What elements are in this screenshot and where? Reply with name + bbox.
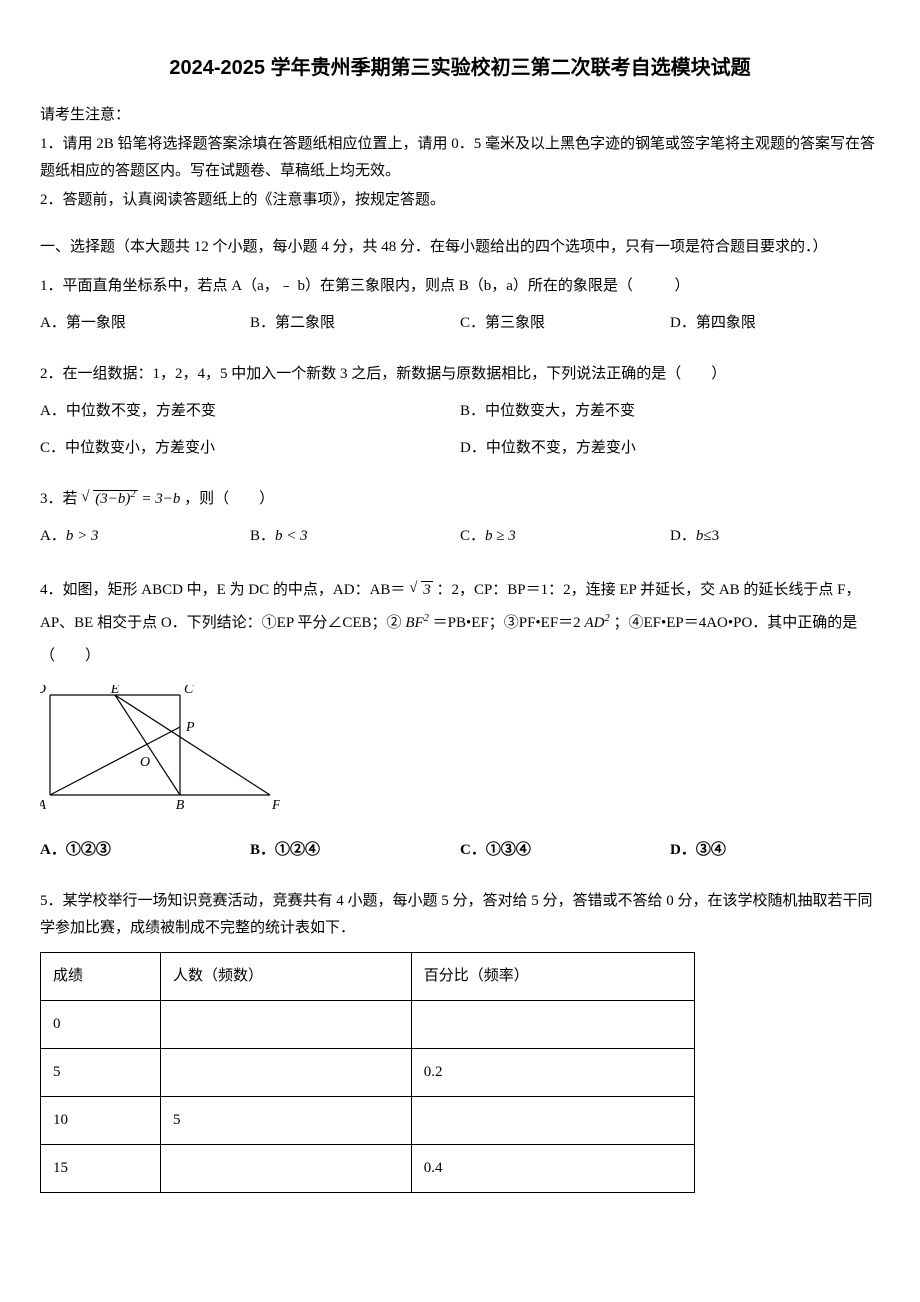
question-1: 1．平面直角坐标系中，若点 A（a，﹣ b）在第三象限内，则点 B（b，a）所在… (40, 273, 880, 347)
q2-text: 2．在一组数据：1，2，4，5 中加入一个新数 3 之后，新数据与原数据相比，下… (40, 361, 880, 388)
q3-option-d: D．b≤3 (670, 523, 880, 550)
svg-text:C: C (184, 685, 194, 697)
q4-option-b: B．①②④ (250, 837, 460, 864)
q1-option-b: B．第二象限 (250, 310, 460, 337)
instruction-2: 2．答题前，认真阅读答题纸上的《注意事项》，按规定答题。 (40, 187, 880, 214)
q2-option-a: A．中位数不变，方差不变 (40, 398, 460, 425)
q1-options: A．第一象限 B．第二象限 C．第三象限 D．第四象限 (40, 310, 880, 347)
table-cell: 15 (41, 1145, 161, 1193)
q3-text-pre: 3．若 (40, 491, 78, 507)
instructions-header: 请考生注意： (40, 102, 880, 129)
question-3: 3．若 (3−b)2 = 3−b ，则（ ） A．b > 3 B．b < 3 C… (40, 486, 880, 560)
table-cell (160, 1001, 411, 1049)
table-cell: 0 (41, 1001, 161, 1049)
svg-text:E: E (110, 685, 120, 697)
q4-bf2: BF2 (405, 615, 429, 631)
page-title: 2024-2025 学年贵州季期第三实验校初三第二次联考自选模块试题 (40, 50, 880, 86)
instruction-1: 1．请用 2B 铅笔将选择题答案涂填在答题纸相应位置上，请用 0．5 毫米及以上… (40, 131, 880, 185)
table-cell: 0.4 (411, 1145, 694, 1193)
q3-option-c: C．b ≥ 3 (460, 523, 670, 550)
table-row: 0 (41, 1001, 695, 1049)
q4-text-mid2: ＝PB•EF；③PF•EF＝2 (433, 615, 585, 631)
svg-text:O: O (140, 755, 150, 770)
q3-option-a: A．b > 3 (40, 523, 250, 550)
instructions-block: 请考生注意： 1．请用 2B 铅笔将选择题答案涂填在答题纸相应位置上，请用 0．… (40, 102, 880, 214)
svg-text:P: P (185, 720, 195, 735)
table-cell: 5 (160, 1097, 411, 1145)
q5-th-0: 成绩 (41, 953, 161, 1001)
q3-sqrt-expr: (3−b)2 (81, 486, 137, 513)
q5-text: 5．某学校举行一场知识竞赛活动，竞赛共有 4 小题，每小题 5 分，答对给 5 … (40, 888, 880, 942)
svg-text:F: F (271, 798, 280, 813)
table-cell (160, 1049, 411, 1097)
q2-option-d: D．中位数不变，方差变小 (460, 435, 880, 462)
q4-option-a: A．①②③ (40, 837, 250, 864)
q2-option-b: B．中位数变大，方差不变 (460, 398, 880, 425)
section-1-header: 一、选择题（本大题共 12 个小题，每小题 4 分，共 48 分．在每小题给出的… (40, 234, 880, 261)
q4-text-pre: 4．如图，矩形 ABCD 中，E 为 DC 的中点，AD：AB＝ (40, 582, 405, 598)
table-cell (411, 1097, 694, 1145)
q4-figure: D E C P A B F O (40, 685, 880, 825)
table-row: 105 (41, 1097, 695, 1145)
table-cell (160, 1145, 411, 1193)
table-row: 50.2 (41, 1049, 695, 1097)
table-cell (411, 1001, 694, 1049)
q2-options: A．中位数不变，方差不变 B．中位数变大，方差不变 C．中位数变小，方差变小 D… (40, 398, 880, 472)
q3-options: A．b > 3 B．b < 3 C．b ≥ 3 D．b≤3 (40, 523, 880, 560)
q2-option-c: C．中位数变小，方差变小 (40, 435, 460, 462)
q4-option-d: D．③④ (670, 837, 880, 864)
question-5: 5．某学校举行一场知识竞赛活动，竞赛共有 4 小题，每小题 5 分，答对给 5 … (40, 888, 880, 1193)
q5-th-2: 百分比（频率） (411, 953, 694, 1001)
svg-text:A: A (40, 798, 46, 813)
q4-ad2: AD2 (584, 615, 609, 631)
table-cell: 5 (41, 1049, 161, 1097)
svg-text:D: D (40, 685, 46, 697)
q1-option-a: A．第一象限 (40, 310, 250, 337)
q1-option-d: D．第四象限 (670, 310, 880, 337)
q1-text-post: ） (674, 278, 689, 294)
q3-text-post: ，则（ ） (184, 491, 274, 507)
question-4: 4．如图，矩形 ABCD 中，E 为 DC 的中点，AD：AB＝ 3 ：2，CP… (40, 574, 880, 874)
q4-sqrt3: 3 (409, 574, 433, 607)
q3-option-b: B．b < 3 (250, 523, 460, 550)
question-2: 2．在一组数据：1，2，4，5 中加入一个新数 3 之后，新数据与原数据相比，下… (40, 361, 880, 472)
q5-table: 成绩 人数（频数） 百分比（频率） 050.2105150.4 (40, 952, 695, 1193)
svg-text:B: B (176, 798, 185, 813)
table-cell: 10 (41, 1097, 161, 1145)
q1-text-pre: 1．平面直角坐标系中，若点 A（a，﹣ b）在第三象限内，则点 B（b，a）所在… (40, 278, 633, 294)
q4-option-c: C．①③④ (460, 837, 670, 864)
q5-table-header-row: 成绩 人数（频数） 百分比（频率） (41, 953, 695, 1001)
table-row: 150.4 (41, 1145, 695, 1193)
q4-options: A．①②③ B．①②④ C．①③④ D．③④ (40, 837, 880, 874)
q3-text-mid: = 3−b (141, 491, 180, 507)
q1-option-c: C．第三象限 (460, 310, 670, 337)
table-cell: 0.2 (411, 1049, 694, 1097)
q5-th-1: 人数（频数） (160, 953, 411, 1001)
